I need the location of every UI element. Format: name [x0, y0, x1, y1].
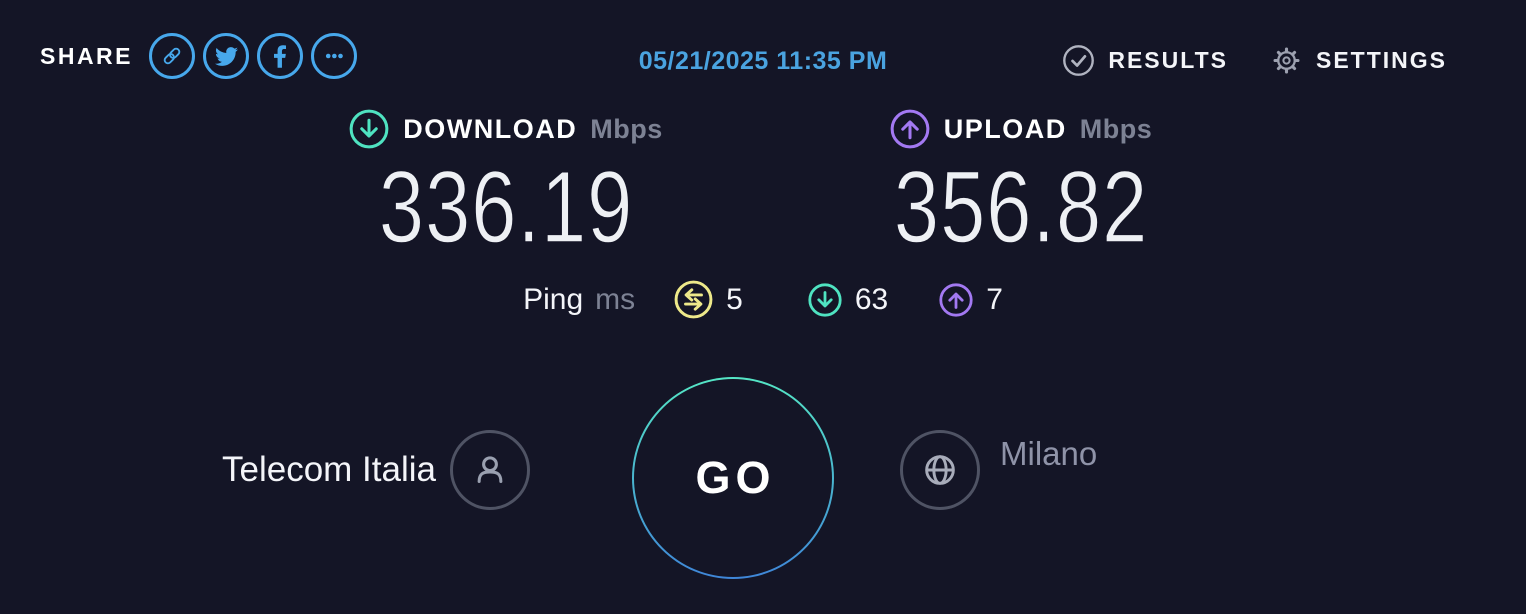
- ping-label: Ping: [523, 282, 584, 316]
- ping-idle-value: 5: [726, 282, 743, 316]
- isp-name: Telecom Italia: [222, 450, 436, 489]
- share-more-button[interactable]: [311, 33, 358, 79]
- upload-latency-value: 7: [986, 282, 1003, 316]
- upload-value: 356.82: [893, 150, 1148, 264]
- upload-result: UPLOAD Mbps 356.82: [763, 108, 1278, 264]
- person-icon: [467, 447, 513, 493]
- download-latency-icon: [807, 282, 843, 318]
- download-value: 336.19: [378, 150, 633, 264]
- download-header: DOWNLOAD Mbps: [348, 108, 662, 150]
- upload-label: UPLOAD: [943, 113, 1067, 144]
- download-arrow-icon: [348, 108, 390, 150]
- results-button[interactable]: RESULTS: [1062, 44, 1228, 77]
- more-icon: [321, 43, 347, 69]
- download-result: DOWNLOAD Mbps 336.19: [248, 108, 763, 264]
- isp-info: Telecom Italia: [222, 430, 530, 510]
- share-label: SHARE: [40, 42, 134, 69]
- share-facebook-button[interactable]: [257, 33, 304, 79]
- upload-arrow-icon: [889, 108, 931, 150]
- upload-unit: Mbps: [1079, 113, 1153, 144]
- globe-icon: [916, 446, 964, 494]
- upload-header: UPLOAD Mbps: [889, 108, 1153, 150]
- server-info[interactable]: Milano: [900, 430, 1097, 510]
- settings-button[interactable]: SETTINGS: [1270, 44, 1447, 77]
- server-city: Milano: [1000, 435, 1098, 472]
- upload-latency-icon: [938, 282, 974, 318]
- share-twitter-button[interactable]: [203, 33, 250, 79]
- download-unit: Mbps: [590, 113, 663, 144]
- go-label: GO: [634, 379, 832, 577]
- isp-avatar-ring: [449, 430, 530, 510]
- go-button[interactable]: GO: [632, 377, 834, 579]
- ping-unit: ms: [595, 282, 636, 316]
- download-label: DOWNLOAD: [403, 113, 578, 144]
- twitter-icon: [214, 45, 238, 68]
- settings-label: SETTINGS: [1315, 47, 1447, 73]
- share-link-button[interactable]: [149, 33, 196, 79]
- ping-row: Ping ms 5 63: [0, 279, 1526, 320]
- share-group: SHARE: [40, 33, 358, 79]
- top-right-nav: RESULTS: [1062, 44, 1447, 77]
- ping-idle-icon: [673, 279, 714, 320]
- link-icon: [159, 43, 185, 69]
- results-label: RESULTS: [1108, 47, 1228, 73]
- server-globe-ring: [900, 430, 980, 510]
- check-circle-icon: [1062, 44, 1095, 77]
- gear-icon: [1270, 44, 1303, 77]
- result-timestamp: 05/21/2025 11:35 PM: [638, 47, 888, 75]
- facebook-icon: [273, 44, 287, 69]
- speed-results: DOWNLOAD Mbps 336.19 UPLOAD Mbps 356.82: [0, 108, 1526, 264]
- download-latency-value: 63: [854, 282, 889, 316]
